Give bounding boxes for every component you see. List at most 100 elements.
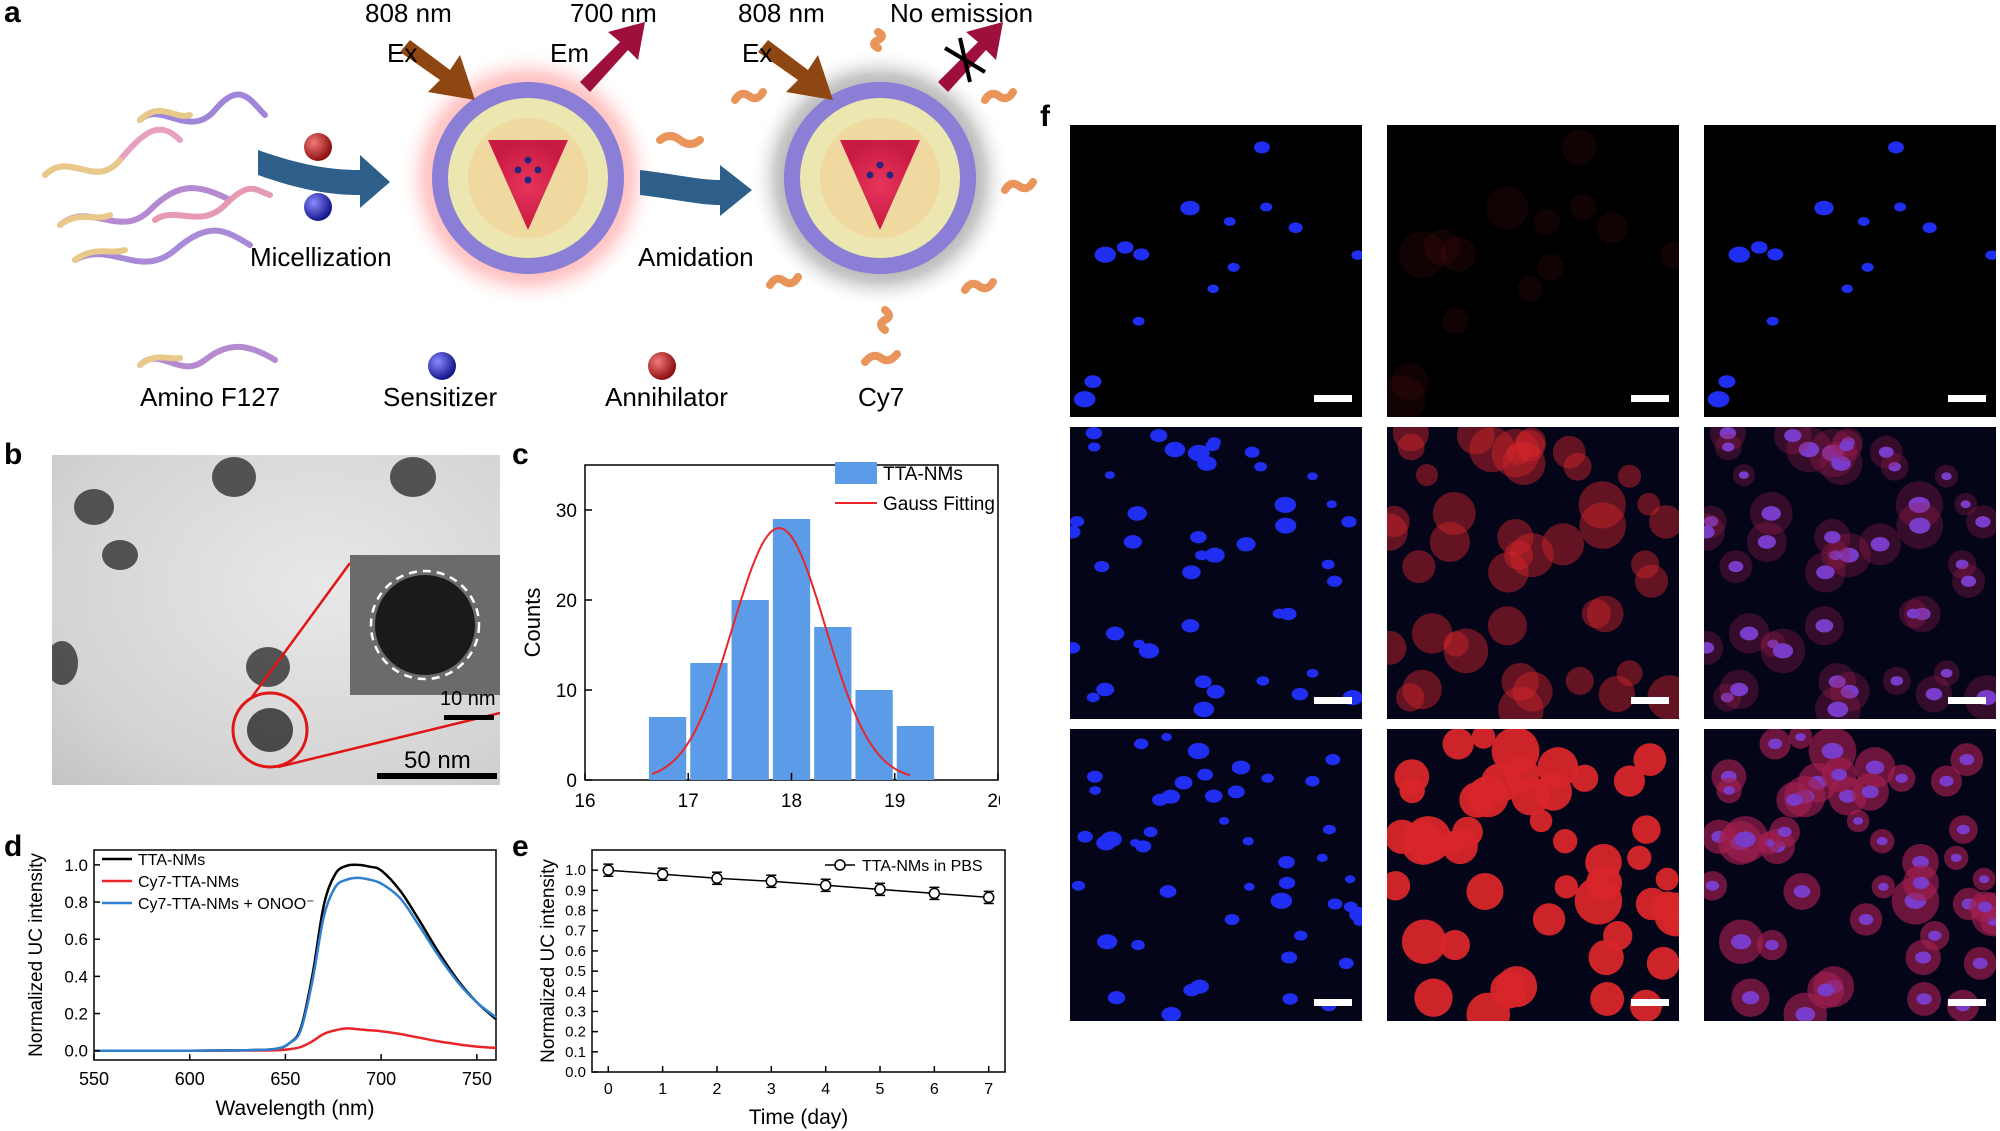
nucleus <box>1256 676 1270 686</box>
nucleus <box>1343 901 1358 913</box>
cell-body <box>1635 564 1669 598</box>
nucleus <box>1270 892 1293 909</box>
nucleus <box>1728 246 1750 263</box>
micellization-arrow <box>258 150 390 208</box>
cell-body <box>1387 630 1407 665</box>
scale-bar <box>1314 999 1352 1006</box>
no-emission-label: No emission <box>890 0 1034 28</box>
nucleus <box>1707 391 1730 408</box>
blocked-emission-arrow <box>938 22 1003 92</box>
data-point <box>982 891 995 904</box>
cell-body <box>1627 845 1652 870</box>
cell-body <box>1565 666 1594 695</box>
data-point <box>765 875 778 888</box>
scale-bar <box>1631 697 1669 704</box>
panel-a-schematic <box>42 22 1037 380</box>
y-tick-label: 0.2 <box>64 1005 88 1024</box>
nucleus <box>1327 898 1343 910</box>
nucleus <box>1985 250 1996 260</box>
x-tick-label: 16 <box>574 791 595 812</box>
nucleus <box>1728 560 1744 573</box>
y-tick-label: 10 <box>556 681 577 702</box>
nucleus <box>1741 991 1760 1005</box>
x-tick-label: 750 <box>462 1069 492 1089</box>
nucleus <box>1306 668 1319 678</box>
panel-letter-f: f <box>1040 100 1050 133</box>
nucleus <box>1182 565 1201 580</box>
cell-body <box>1561 129 1597 165</box>
cell-body <box>1466 872 1504 910</box>
legend-annihilator-icon <box>648 352 676 380</box>
nucleus <box>1704 516 1719 527</box>
legend-annihilator: Annihilator <box>605 382 728 412</box>
micrograph-tile <box>1070 125 1362 417</box>
x-tick-label: 6 <box>930 1081 939 1098</box>
y-tick-label: 20 <box>556 591 577 612</box>
cell-body <box>1512 671 1553 712</box>
scale-bar <box>1631 999 1669 1006</box>
gauss-fit-line <box>651 527 911 777</box>
y-tick-label: 0.6 <box>565 943 586 960</box>
cell-body <box>1429 521 1470 562</box>
x-tick-label: 700 <box>366 1069 396 1089</box>
y-tick-label: 0.6 <box>64 930 88 949</box>
nucleus <box>1138 643 1160 659</box>
cell-body <box>1443 631 1469 657</box>
nucleus <box>1890 676 1904 686</box>
panel-letter-a: a <box>4 0 21 29</box>
nucleus <box>1321 559 1335 570</box>
micrograph-tile <box>1387 427 1679 719</box>
cell-body <box>1502 442 1546 486</box>
nucleus <box>1278 876 1296 890</box>
nucleus <box>1720 692 1734 703</box>
nucleus <box>1793 885 1811 898</box>
cell-body <box>1440 236 1476 273</box>
cell-body <box>1597 212 1629 244</box>
nucleus <box>1839 440 1854 452</box>
legend-label: TTA-NMs <box>138 852 205 869</box>
panel-letter-d: d <box>4 830 23 863</box>
nucleus <box>1956 824 1970 835</box>
data-point <box>928 887 941 900</box>
nucleus <box>1816 565 1835 580</box>
micrograph-tile <box>1387 125 1679 417</box>
nucleus <box>1939 775 1954 787</box>
y-tick-label: 0.7 <box>565 923 586 940</box>
cell-body <box>1488 552 1529 593</box>
chart-stability: 0 1 2 3 4 5 6 7 0.0 0.1 0.2 0.3 0.4 0.5 0.6 0.7 0.8 0.9 1.… <box>538 849 1006 1129</box>
legend-swatch-bars <box>835 462 877 484</box>
nucleus <box>1325 754 1341 766</box>
scale-bar <box>1948 697 1986 704</box>
nucleus <box>1888 461 1901 472</box>
micrograph-tile <box>1704 125 1996 417</box>
x-tick-label: 17 <box>678 791 699 812</box>
nucleus <box>1784 429 1802 443</box>
scale-bar <box>1948 999 1986 1006</box>
nucleus <box>1730 682 1749 697</box>
y-tick-label: 0.3 <box>565 1003 586 1020</box>
nucleus <box>1767 248 1784 261</box>
nucleus <box>1180 200 1200 216</box>
plot-frame <box>93 849 497 1061</box>
nucleus <box>1704 642 1715 654</box>
nucleus <box>1204 547 1225 563</box>
nucleus <box>1244 446 1260 458</box>
legend-label-gauss: Gauss Fitting <box>883 494 995 515</box>
cell-body <box>1471 729 1496 749</box>
excitation-arrow-1 <box>400 40 475 100</box>
nucleus <box>1739 626 1759 641</box>
micelle-glowing <box>398 48 658 308</box>
x-tick-label: 20 <box>987 791 1000 812</box>
cell-body <box>1660 241 1679 270</box>
nucleus <box>1291 687 1309 701</box>
nucleus <box>1814 200 1834 216</box>
nucleus <box>1353 916 1362 926</box>
histogram-bar <box>731 600 769 780</box>
cell-body <box>1387 871 1411 901</box>
cell-body <box>1532 903 1566 936</box>
nucleus <box>1798 441 1820 458</box>
nucleus <box>1817 983 1835 997</box>
nucleus <box>1254 461 1267 472</box>
nucleus <box>1906 608 1920 619</box>
x-tick-label: 3 <box>767 1081 776 1098</box>
